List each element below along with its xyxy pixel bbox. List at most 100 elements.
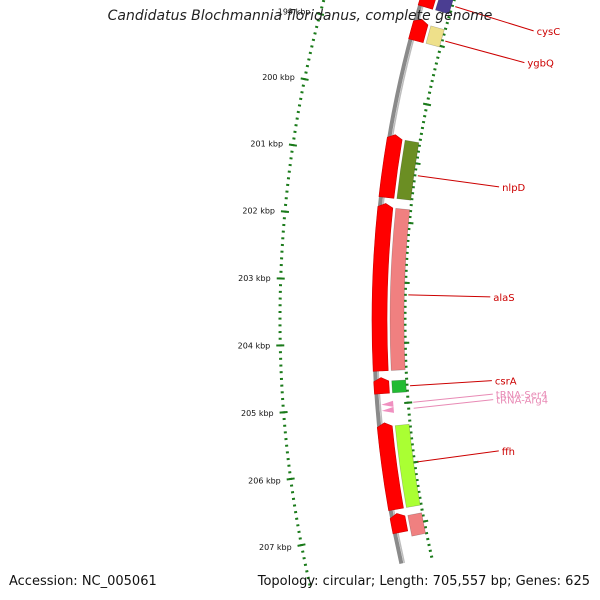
outer-tick-ring-dot bbox=[320, 6, 324, 9]
inner-tick-ring-dot bbox=[419, 132, 424, 136]
outer-tick-ring-dot bbox=[296, 524, 300, 527]
outer-tick-ring-dot bbox=[302, 556, 306, 560]
outer-tick-ring-dot bbox=[297, 530, 301, 534]
gene-label: alaS bbox=[493, 293, 514, 304]
inner-tick-ring-dot bbox=[433, 68, 437, 71]
label-leader bbox=[445, 40, 525, 64]
label-leader bbox=[408, 294, 491, 298]
major-tick bbox=[297, 543, 306, 547]
gene-label: tRNA-Arg4 bbox=[496, 396, 548, 407]
cds-arrow bbox=[376, 422, 404, 512]
cog-bar bbox=[394, 423, 421, 508]
cog-bar bbox=[389, 207, 411, 371]
inner-tick-ring-dot bbox=[437, 50, 442, 54]
inner-tick-ring-dot bbox=[418, 138, 423, 142]
outer-tick-ring-dot bbox=[321, 0, 326, 3]
inner-tick-ring-dot bbox=[427, 91, 432, 95]
outer-tick-ring-dot bbox=[295, 117, 299, 120]
label-leader bbox=[417, 175, 500, 188]
outer-tick-ring-dot bbox=[308, 51, 313, 55]
cog-bar bbox=[425, 25, 445, 48]
cds-arrow bbox=[371, 203, 394, 372]
tick-label: 201 kbp bbox=[250, 140, 283, 149]
map-title: Candidatus Blochmannia floridanus, compl… bbox=[107, 8, 493, 24]
cds-arrow bbox=[373, 377, 390, 395]
trna-marker bbox=[381, 406, 395, 413]
outer-tick-ring-dot bbox=[298, 537, 302, 540]
tick-label: 206 kbp bbox=[248, 476, 281, 485]
gene-label: nlpD bbox=[502, 183, 525, 194]
inner-tick-ring-dot bbox=[420, 508, 424, 511]
outer-tick-ring-dot bbox=[303, 563, 308, 567]
outer-tick-ring-dot bbox=[296, 110, 300, 114]
inner-tick-ring-dot bbox=[434, 62, 439, 65]
outer-tick-ring-dot bbox=[316, 19, 321, 22]
inner-tick-ring-dot bbox=[427, 543, 431, 547]
major-tick bbox=[300, 77, 309, 81]
inner-tick-ring-dot bbox=[436, 56, 440, 60]
label-leader bbox=[455, 6, 534, 32]
outer-tick-ring-dot bbox=[314, 25, 319, 29]
outer-tick-ring-dot bbox=[313, 32, 317, 35]
inner-tick-ring-dot bbox=[426, 97, 430, 100]
cog-bar bbox=[407, 512, 426, 537]
cds-arrow bbox=[417, 0, 436, 10]
major-tick bbox=[279, 411, 288, 414]
cog-bar bbox=[435, 0, 454, 15]
outer-tick-ring-dot bbox=[311, 38, 316, 42]
label-leader bbox=[413, 393, 493, 403]
major-tick bbox=[280, 210, 290, 213]
gene-label: ygbQ bbox=[527, 59, 554, 70]
accession-text: Accession: NC_005061 bbox=[9, 574, 157, 589]
gene-label: csrA bbox=[495, 377, 517, 388]
tick-label: 203 kbp bbox=[238, 274, 271, 283]
inner-tick-ring-dot bbox=[421, 120, 426, 124]
cds-arrow bbox=[408, 18, 429, 44]
outer-tick-ring-dot bbox=[297, 104, 302, 107]
inner-tick-ring-dot bbox=[426, 537, 430, 541]
major-tick bbox=[286, 477, 295, 481]
outer-tick-ring-dot bbox=[305, 64, 310, 68]
inner-tick-ring-dot bbox=[443, 27, 448, 31]
cds-arrow bbox=[378, 134, 403, 199]
outer-tick-ring-dot bbox=[306, 576, 310, 580]
outer-tick-ring-dot bbox=[301, 550, 305, 553]
genome-summary-text: Topology: circular; Length: 705,557 bp; … bbox=[257, 574, 590, 589]
outer-tick-ring-dot bbox=[310, 45, 314, 48]
tick-label: 207 kbp bbox=[259, 543, 292, 552]
tick-label: 205 kbp bbox=[241, 409, 274, 418]
inner-tick-ring-dot bbox=[445, 21, 449, 25]
outer-tick-ring-dot bbox=[299, 97, 303, 101]
inner-tick-ring-dot bbox=[430, 79, 434, 83]
inner-major-tick bbox=[422, 102, 432, 107]
inner-tick-ring-dot bbox=[431, 73, 436, 77]
cds-arrow bbox=[389, 513, 409, 535]
tick-label: 204 kbp bbox=[238, 342, 271, 351]
inner-tick-ring-dot bbox=[420, 126, 425, 130]
gene-label: ffh bbox=[502, 447, 515, 458]
outer-tick-ring-dot bbox=[308, 583, 312, 586]
label-leader bbox=[417, 450, 499, 463]
outer-tick-ring-dot bbox=[304, 71, 308, 74]
outer-tick-ring-dot bbox=[295, 517, 299, 520]
inner-tick-ring-dot bbox=[428, 549, 432, 553]
label-leader bbox=[410, 380, 492, 387]
cog-bar bbox=[391, 379, 407, 394]
major-tick bbox=[288, 143, 298, 147]
tick-label: 200 kbp bbox=[262, 73, 295, 82]
gene-label: tRNA-Ser4 bbox=[496, 390, 548, 401]
inner-tick-ring-dot bbox=[429, 555, 434, 558]
inner-major-tick bbox=[404, 401, 413, 404]
tick-label: 199 kbp bbox=[278, 7, 311, 16]
inner-tick-ring-dot bbox=[423, 114, 427, 118]
label-leader bbox=[413, 399, 494, 409]
major-tick bbox=[315, 11, 325, 16]
outer-tick-ring-dot bbox=[300, 91, 304, 94]
gene-label: cysC bbox=[537, 27, 561, 38]
outer-tick-ring-dot bbox=[301, 84, 305, 87]
cog-bar bbox=[396, 139, 420, 201]
tick-label: 202 kbp bbox=[242, 207, 275, 216]
inner-tick-ring-dot bbox=[424, 109, 428, 112]
outer-tick-ring-dot bbox=[307, 58, 311, 61]
